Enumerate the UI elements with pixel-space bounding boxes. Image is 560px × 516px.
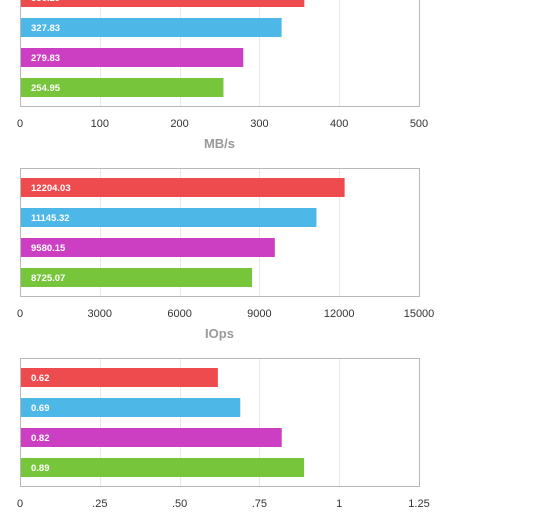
chart-3-bar: [21, 398, 241, 417]
chart-2-bar: [21, 208, 317, 227]
chart-3-x-tick-label: 1.25: [408, 498, 429, 510]
chart-3-x-tick-label: 0: [17, 498, 23, 510]
chart-1-bar: [21, 48, 244, 67]
chart-2-bar-value-label: 9580.15: [31, 243, 66, 254]
chart-1-bar: [21, 18, 282, 37]
chart-1-bar-value-label: 356.29: [31, 0, 60, 4]
chart-2-x-axis-title: IOps: [205, 326, 234, 341]
chart-3-bar: [21, 368, 218, 387]
chart-1-x-tick-label: 200: [170, 118, 188, 130]
chart-3-x-tick-label: 1: [336, 498, 342, 510]
chart-1-x-tick-label: 300: [250, 118, 268, 130]
chart-1-x-tick-label: 100: [91, 118, 109, 130]
chart-2-x-tick-label: 6000: [167, 308, 191, 320]
chart-1-plot-frame: [20, 0, 420, 107]
chart-1-x-tick-label: 500: [410, 118, 428, 130]
chart-1-x-tick-label: 400: [330, 118, 348, 130]
chart-3-x-tick-label: .75: [252, 498, 267, 510]
chart-2-bar-value-label: 8725.07: [31, 273, 65, 284]
chart-3-bar: [21, 458, 305, 477]
chart-1-bar: [21, 78, 224, 97]
chart-2-x-tick-label: 15000: [404, 308, 435, 320]
chart-1-bar-value-label: 327.83: [31, 23, 60, 34]
chart-3-bar-value-label: 0.82: [31, 433, 50, 444]
chart-3-bar-value-label: 0.69: [31, 403, 50, 414]
chart-3-x-tick-label: .50: [172, 498, 187, 510]
chart-2-x-tick-label: 9000: [247, 308, 271, 320]
chart-2-x-tick-label: 12000: [324, 308, 355, 320]
chart-3-bar: [21, 428, 282, 447]
chart-2-bar-value-label: 12204.03: [31, 183, 71, 194]
chart-3-plot-frame: [20, 358, 420, 487]
chart-2-bar: [21, 178, 345, 197]
chart-2-x-tick-label: 3000: [88, 308, 112, 320]
chart-2-x-tick-label: 0: [17, 308, 23, 320]
chart-3-x-tick-label: .25: [92, 498, 107, 510]
chart-1-bar-value-label: 279.83: [31, 53, 60, 64]
chart-3-bar-value-label: 0.62: [31, 373, 50, 384]
chart-1-bar: [21, 0, 305, 7]
chart-1-x-tick-label: 0: [17, 118, 23, 130]
chart-2-bar: [21, 238, 275, 257]
chart-1-bar-value-label: 254.95: [31, 83, 61, 94]
chart-2-bar: [21, 268, 253, 287]
chart-3-bar-value-label: 0.89: [31, 463, 50, 474]
chart-2-plot-frame: [20, 168, 420, 297]
chart-2-bar-value-label: 11145.32: [31, 213, 70, 224]
chart-1-x-axis-title: MB/s: [204, 136, 235, 151]
